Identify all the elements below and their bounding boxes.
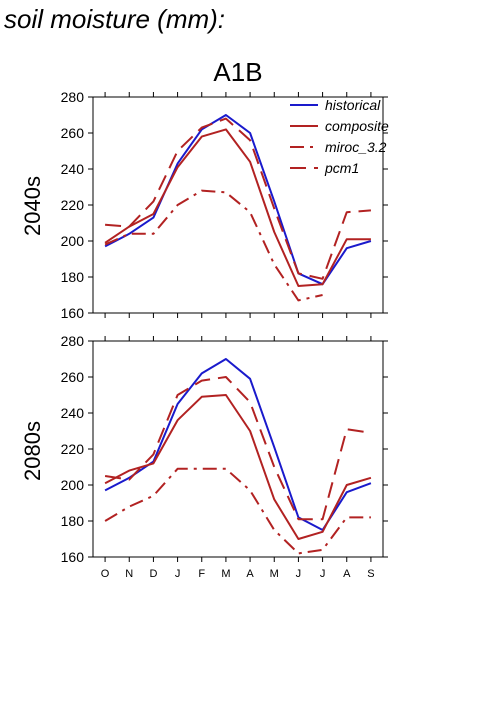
series-line-2080s-historical: [104, 358, 372, 531]
scenario-title: A1B: [213, 57, 263, 87]
page-title: soil moisture (mm):: [4, 4, 226, 34]
y-tick-label-2080s-240: 240: [61, 405, 85, 421]
x-tick-label-7: M: [270, 568, 279, 580]
y-tick-label-2080s-280: 280: [61, 333, 85, 349]
legend-label-historical: historical: [325, 97, 381, 113]
x-tick-label-2: D: [149, 568, 157, 580]
series-line-2080s-pcm1: [104, 376, 372, 521]
series-line-2080s-miroc-3-2: [104, 467, 371, 555]
x-tick-label-11: S: [367, 568, 374, 580]
y-tick-label-2040s-200: 200: [61, 233, 85, 249]
legend-label-pcm1: pcm1: [324, 160, 359, 176]
legend-label-composite: composite: [325, 118, 389, 134]
x-tick-label-6: A: [246, 568, 254, 580]
plot-frame-2080s: [92, 340, 384, 558]
y-tick-label-2080s-260: 260: [61, 369, 85, 385]
y-tick-label-2080s-200: 200: [61, 477, 85, 493]
series-line-2040s-miroc-3-2: [104, 189, 323, 302]
x-tick-label-9: J: [320, 568, 326, 580]
x-tick-label-8: J: [296, 568, 302, 580]
x-tick-label-5: M: [221, 568, 230, 580]
x-tick-label-0: O: [101, 568, 110, 580]
y-tick-label-2040s-280: 280: [61, 89, 85, 105]
y-tick-label-2040s-260: 260: [61, 125, 85, 141]
series-line-2040s-composite: [104, 128, 371, 287]
y-tick-label-2040s-240: 240: [61, 161, 85, 177]
series-line-2040s-pcm1: [105, 117, 371, 280]
y-tick-label-2080s-160: 160: [61, 549, 85, 565]
y-tick-label-2040s-220: 220: [61, 197, 85, 213]
x-tick-label-4: F: [198, 568, 205, 580]
legend-label-miroc-3-2: miroc_3.2: [325, 139, 387, 155]
x-tick-label-1: N: [125, 568, 133, 580]
x-tick-label-10: A: [343, 568, 351, 580]
series-line-2080s-composite: [104, 394, 372, 540]
y-tick-label-2040s-160: 160: [61, 305, 85, 321]
y-tick-label-2080s-180: 180: [61, 513, 85, 529]
x-tick-label-3: J: [175, 568, 181, 580]
y-tick-label-2080s-220: 220: [61, 441, 85, 457]
y-tick-label-2040s-180: 180: [61, 269, 85, 285]
